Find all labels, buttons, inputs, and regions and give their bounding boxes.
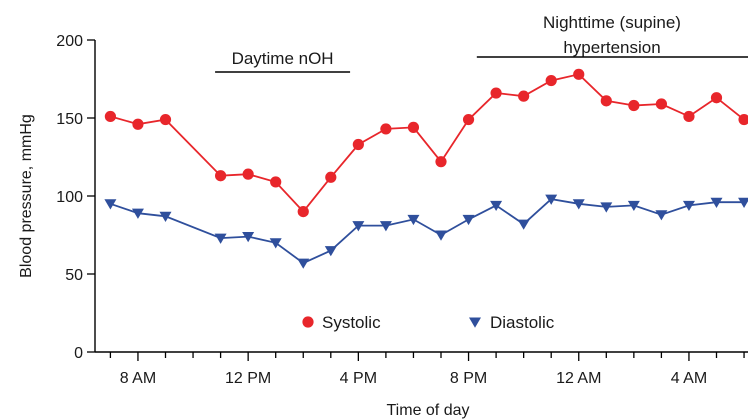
data-point	[490, 87, 502, 99]
annotation-nighttime: Nighttime (supine) hypertension	[476, 13, 748, 58]
data-point	[435, 230, 447, 241]
data-point	[655, 98, 668, 110]
legend: Systolic Diastolic	[302, 313, 555, 332]
data-point	[573, 68, 585, 80]
data-point	[407, 214, 420, 226]
annotation-daytime: Daytime nOH	[215, 49, 351, 73]
y-tick-label: 200	[56, 33, 83, 50]
x-axis-title: Time of day	[387, 402, 470, 419]
data-point	[682, 200, 695, 212]
data-point	[159, 211, 172, 222]
x-tick-label: 4 PM	[340, 370, 377, 387]
data-point	[435, 156, 447, 168]
data-point	[214, 233, 227, 244]
data-point	[545, 194, 558, 205]
data-point	[738, 197, 748, 208]
data-point	[710, 197, 723, 208]
data-point	[380, 123, 392, 135]
data-point	[269, 238, 282, 249]
data-point	[655, 210, 668, 221]
data-point	[462, 214, 475, 226]
y-tick-label: 0	[74, 345, 83, 362]
x-tick-label: 12 PM	[225, 370, 271, 387]
data-point	[738, 113, 748, 126]
series-line	[110, 73, 745, 213]
data-point	[325, 171, 337, 183]
data-point	[352, 138, 364, 151]
legend-label: Diastolic	[490, 313, 555, 332]
series-line	[110, 198, 744, 265]
data-point	[517, 219, 530, 230]
legend-marker	[302, 316, 314, 328]
plot-area	[104, 68, 748, 269]
data-point	[462, 113, 475, 126]
legend-label: Systolic	[322, 313, 381, 332]
annotation-label-line1: Nighttime (supine)	[543, 13, 681, 32]
data-point	[324, 246, 337, 257]
legend-marker	[469, 317, 481, 328]
data-point	[159, 113, 172, 126]
series-systolic	[104, 68, 748, 218]
data-point	[352, 221, 365, 232]
data-point	[628, 99, 640, 112]
data-point	[572, 199, 585, 210]
data-point	[104, 110, 116, 123]
series-diastolic	[104, 194, 748, 269]
annotations: Daytime nOH Nighttime (supine) hypertensio…	[215, 13, 748, 73]
x-tick-label: 12 AM	[556, 370, 601, 387]
data-point	[242, 168, 254, 180]
data-point	[379, 221, 392, 232]
data-point	[490, 200, 503, 212]
y-tick-label: 50	[65, 267, 83, 284]
legend-entry-diastolic: Diastolic	[469, 313, 555, 332]
y-tick-label: 100	[56, 189, 83, 206]
x-tick-label: 8 PM	[450, 370, 487, 387]
data-point	[600, 95, 612, 107]
data-point	[297, 206, 309, 218]
data-point	[242, 232, 255, 243]
x-tick-label: 4 AM	[671, 370, 707, 387]
data-point	[297, 258, 310, 269]
data-point	[270, 176, 282, 188]
data-point	[131, 208, 144, 219]
legend-entry-systolic: Systolic	[302, 313, 381, 332]
data-point	[600, 202, 613, 213]
data-point	[627, 200, 640, 212]
annotation-label-line2: hypertension	[563, 38, 660, 57]
data-point	[518, 90, 530, 102]
data-point	[407, 121, 420, 133]
y-axis-title: Blood pressure, mmHg	[18, 114, 35, 278]
axes: 0 50 100 150 200 8 AM 12 PM 4 PM 8 PM 12 AM 4 AM	[56, 33, 748, 387]
y-tick-label: 150	[56, 111, 83, 128]
data-point	[215, 170, 227, 182]
data-point	[104, 199, 117, 210]
annotation-label: Daytime nOH	[232, 49, 334, 68]
data-point	[132, 118, 144, 130]
data-point	[545, 74, 557, 87]
data-point	[683, 110, 695, 123]
data-point	[710, 92, 723, 104]
x-tick-label: 8 AM	[120, 370, 156, 387]
